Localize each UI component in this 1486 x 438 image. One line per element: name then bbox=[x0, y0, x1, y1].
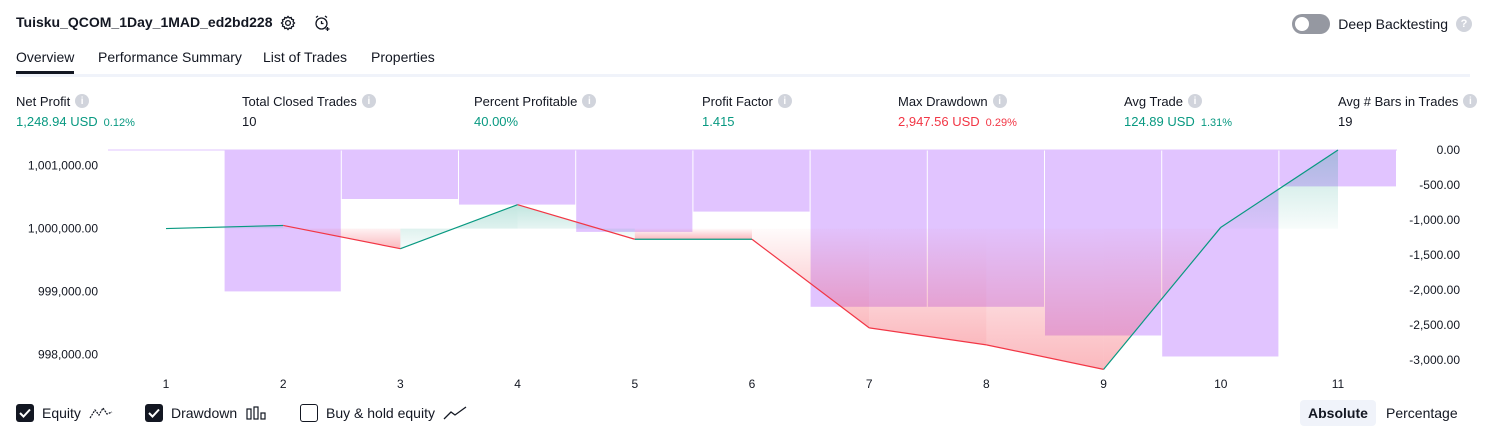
equity-line-segment bbox=[986, 344, 1104, 370]
tab-properties[interactable]: Properties bbox=[371, 49, 435, 65]
absolute-toggle[interactable]: Absolute bbox=[1300, 400, 1376, 426]
metric-percent: 0.29% bbox=[985, 117, 1017, 129]
metric-value: 19 bbox=[1338, 114, 1353, 129]
deep-backtesting-label: Deep Backtesting bbox=[1338, 16, 1448, 32]
equity-area-fill bbox=[986, 228, 1104, 370]
help-icon[interactable]: ? bbox=[1456, 16, 1472, 32]
buy-hold-checkbox[interactable] bbox=[300, 404, 318, 422]
metric-label: Max Drawdown bbox=[898, 93, 988, 109]
drawdown-checkbox[interactable] bbox=[145, 404, 163, 422]
metric-value: 10 bbox=[242, 114, 257, 129]
add-alert-clock-icon[interactable] bbox=[312, 13, 332, 33]
legend-equity-label: Equity bbox=[42, 405, 81, 421]
info-icon[interactable]: i bbox=[1463, 94, 1478, 108]
legend-drawdown-label: Drawdown bbox=[171, 405, 238, 421]
metric-value: 1.415 bbox=[702, 114, 735, 129]
y-left-tick-label: 998,000.00 bbox=[38, 347, 98, 361]
percentage-toggle[interactable]: Percentage bbox=[1386, 405, 1458, 421]
metric-net-profit: Net Profit i 1,248.94 USD 0.12% bbox=[16, 93, 135, 130]
equity-checkbox[interactable] bbox=[16, 404, 34, 422]
equity-line-segment bbox=[165, 224, 284, 230]
equity-line-segment bbox=[869, 327, 987, 346]
metric-value: 124.89 USD bbox=[1124, 114, 1195, 129]
x-tick-label: 3 bbox=[397, 377, 404, 391]
equity-line-segment bbox=[400, 204, 518, 250]
strategy-title: Tuisku_QCOM_1Day_1MAD_ed2bd228 bbox=[16, 14, 273, 30]
metric-total-closed-trades: Total Closed Trades i 10 bbox=[242, 93, 376, 129]
metric-label: Percent Profitable bbox=[474, 93, 578, 109]
x-tick-label: 7 bbox=[866, 377, 873, 391]
metric-value: 1,248.94 USD bbox=[16, 114, 98, 129]
y-right-tick-label: -500.00 bbox=[1419, 178, 1460, 192]
y-left-tick-label: 999,000.00 bbox=[38, 284, 98, 298]
metric-percent: 1.31% bbox=[1200, 117, 1233, 129]
equity-area-fill bbox=[869, 228, 987, 345]
legend-drawdown[interactable]: Drawdown bbox=[145, 404, 267, 422]
info-icon[interactable]: i bbox=[1188, 94, 1203, 108]
drawdown-bar bbox=[224, 150, 341, 292]
metric-label: Profit Factor bbox=[702, 93, 773, 109]
drawdown-bar bbox=[576, 150, 693, 232]
x-tick-label: 1 bbox=[163, 377, 170, 391]
x-tick-label: 8 bbox=[983, 377, 990, 391]
info-icon[interactable]: i bbox=[777, 94, 792, 108]
deep-backtesting-control: Deep Backtesting ? bbox=[1292, 14, 1472, 34]
info-icon[interactable]: i bbox=[361, 94, 376, 108]
metric-value: 40.00% bbox=[474, 114, 519, 129]
y-right-tick-label: -2,500.00 bbox=[1409, 318, 1460, 332]
metric-avg-trade: Avg Trade i 124.89 USD 1.31% bbox=[1124, 93, 1233, 130]
metric-avg-bars-in-trades: Avg # Bars in Trades i 19 bbox=[1338, 93, 1478, 129]
metric-percent: 0.12% bbox=[103, 117, 135, 129]
tab-list-of-trades[interactable]: List of Trades bbox=[263, 49, 348, 65]
legend-buy-hold-label: Buy & hold equity bbox=[326, 405, 435, 421]
buy-hold-line-icon bbox=[443, 406, 467, 420]
tab-overview[interactable]: Overview bbox=[16, 48, 75, 74]
x-tick-label: 10 bbox=[1214, 377, 1228, 391]
settings-gear-icon[interactable] bbox=[278, 13, 298, 33]
equity-line-segment bbox=[751, 238, 870, 329]
metric-max-drawdown: Max Drawdown i 2,947.56 USD 0.29% bbox=[898, 93, 1017, 130]
drawdown-bars-icon bbox=[246, 406, 266, 420]
y-right-tick-label: -1,000.00 bbox=[1409, 213, 1460, 227]
deep-backtesting-toggle[interactable] bbox=[1292, 14, 1331, 34]
info-icon[interactable]: i bbox=[75, 94, 90, 108]
tab-performance-summary[interactable]: Performance Summary bbox=[98, 49, 242, 65]
drawdown-bar bbox=[341, 150, 458, 199]
equity-line-segment bbox=[283, 224, 401, 250]
y-right-tick-label: 0.00 bbox=[1437, 143, 1461, 157]
y-right-tick-label: -3,000.00 bbox=[1409, 353, 1460, 367]
report-tabs: Overview Performance Summary List of Tra… bbox=[16, 48, 1470, 77]
metric-label: Avg # Bars in Trades bbox=[1338, 93, 1459, 109]
info-icon[interactable]: i bbox=[582, 94, 597, 108]
drawdown-bar bbox=[693, 150, 810, 212]
x-tick-label: 6 bbox=[749, 377, 756, 391]
metric-profit-factor: Profit Factor i 1.415 bbox=[702, 93, 792, 129]
equity-line-segment bbox=[1220, 149, 1339, 228]
x-tick-label: 2 bbox=[280, 377, 287, 391]
legend-equity[interactable]: Equity bbox=[16, 404, 113, 422]
equity-line-segment bbox=[1103, 226, 1222, 370]
x-tick-label: 9 bbox=[1100, 377, 1107, 391]
metric-percent-profitable: Percent Profitable i 40.00% bbox=[474, 93, 597, 129]
y-right-tick-label: -2,000.00 bbox=[1409, 283, 1460, 297]
info-icon[interactable]: i bbox=[992, 94, 1007, 108]
x-tick-label: 11 bbox=[1332, 377, 1345, 391]
metric-label: Avg Trade bbox=[1124, 93, 1184, 109]
equity-area-fill bbox=[752, 228, 870, 328]
y-right-tick-label: -1,500.00 bbox=[1409, 248, 1460, 262]
y-left-tick-label: 1,001,000.00 bbox=[28, 159, 98, 173]
metric-label: Net Profit bbox=[16, 93, 71, 109]
metric-label: Total Closed Trades bbox=[242, 93, 357, 109]
x-tick-label: 4 bbox=[514, 377, 521, 391]
equity-area-fill bbox=[634, 228, 752, 240]
y-left-tick-label: 1,000,000.00 bbox=[28, 222, 98, 236]
equity-drawdown-chart[interactable]: 1,001,000.00 1,000,000.00 999,000.00 998,00… bbox=[0, 140, 1486, 395]
legend-buy-hold-equity[interactable]: Buy & hold equity bbox=[300, 404, 467, 422]
equity-line-icon bbox=[89, 406, 113, 419]
metric-value: 2,947.56 USD bbox=[898, 114, 980, 129]
equity-line-segment bbox=[517, 204, 635, 240]
drawdown-bar bbox=[459, 150, 576, 205]
x-tick-label: 5 bbox=[631, 377, 638, 391]
